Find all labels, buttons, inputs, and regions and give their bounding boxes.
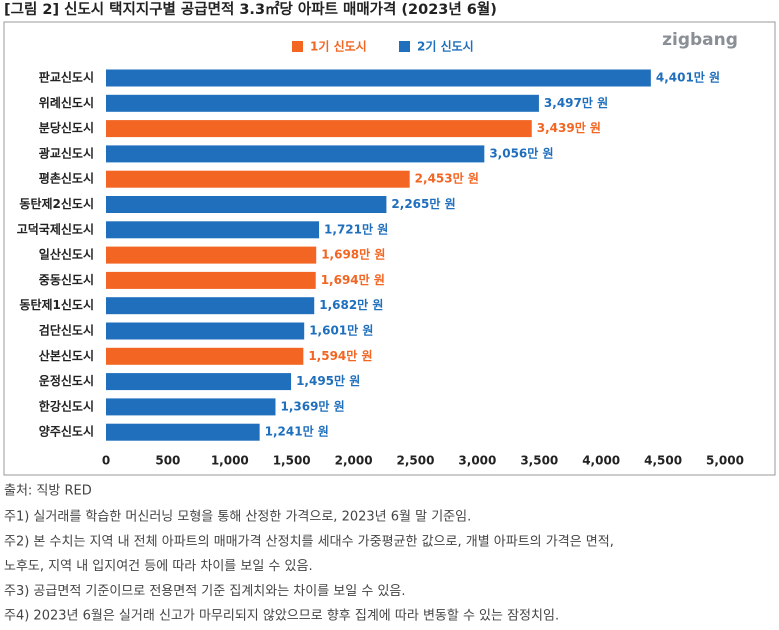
x-tick-label: 3,000	[458, 454, 496, 468]
bar	[106, 170, 410, 188]
legend-label: 1기 신도시	[310, 39, 367, 54]
bar	[106, 145, 485, 163]
value-label: 3,497만 원	[544, 95, 608, 110]
value-label: 1,594만 원	[308, 348, 372, 363]
y-tick-label: 광교신도시	[39, 145, 94, 160]
chart-title: [그림 2] 신도시 택지지구별 공급면적 3.3㎡당 아파트 매매가격 (20…	[4, 0, 497, 18]
y-tick-label: 동탄제2신도시	[19, 196, 94, 211]
bar	[106, 271, 316, 289]
note: 주3) 공급면적 기준이므로 전용면적 기준 집계치와는 차이를 보일 수 있음…	[4, 584, 406, 599]
note: 노후도, 지역 내 입지여건 등에 따라 차이를 보일 수 있음.	[4, 559, 313, 574]
y-tick-label: 분당신도시	[39, 120, 94, 135]
value-label: 1,241만 원	[265, 424, 329, 439]
bar	[106, 423, 260, 441]
y-tick-label: 양주신도시	[39, 424, 94, 439]
y-tick-label: 동탄제1신도시	[19, 297, 94, 312]
x-tick-label: 5,000	[706, 454, 744, 468]
legend-swatch	[399, 41, 410, 52]
bar	[106, 94, 539, 112]
bar	[106, 398, 276, 416]
bar	[106, 120, 532, 138]
value-label: 3,439만 원	[537, 120, 601, 135]
bar	[106, 246, 317, 264]
y-tick-label: 운정신도시	[39, 373, 94, 388]
bar	[106, 69, 651, 87]
bar	[106, 322, 305, 340]
bar	[106, 347, 304, 365]
y-tick-label: 판교신도시	[39, 70, 94, 85]
legend-label: 2기 신도시	[417, 39, 474, 54]
bar	[106, 297, 315, 315]
y-tick-label: 한강신도시	[39, 398, 94, 413]
value-label: 4,401만 원	[656, 70, 720, 85]
note: 주2) 본 수치는 지역 내 전체 아파트의 매매가격 산정치를 세대수 가중평…	[4, 534, 614, 549]
bar	[106, 373, 292, 391]
value-label: 2,453만 원	[415, 171, 479, 186]
value-label: 3,056만 원	[489, 145, 553, 160]
x-tick-label: 2,500	[397, 454, 435, 468]
legend-swatch	[292, 41, 303, 52]
y-tick-label: 위례신도시	[39, 95, 94, 110]
y-tick-label: 산본신도시	[39, 348, 94, 363]
value-label: 1,721만 원	[324, 221, 388, 236]
y-tick-label: 중동신도시	[39, 272, 94, 287]
x-tick-label: 1,500	[273, 454, 311, 468]
value-label: 1,369만 원	[280, 398, 344, 413]
value-label: 1,698만 원	[321, 247, 385, 262]
x-tick-label: 4,000	[582, 454, 620, 468]
x-tick-label: 4,500	[644, 454, 682, 468]
value-label: 2,265만 원	[391, 196, 455, 211]
y-tick-label: 검단신도시	[39, 323, 94, 338]
bar	[106, 196, 387, 213]
x-tick-label: 2,000	[335, 454, 373, 468]
note: 주1) 실거래를 학습한 머신러닝 모형을 통해 산정한 가격으로, 2023년…	[4, 510, 471, 525]
value-label: 1,694만 원	[321, 272, 385, 287]
x-tick-label: 0	[102, 454, 110, 468]
x-tick-label: 3,500	[520, 454, 558, 468]
value-label: 1,682만 원	[319, 297, 383, 312]
y-tick-label: 일산신도시	[39, 247, 94, 262]
x-tick-label: 1,000	[211, 454, 249, 468]
note: 주4) 2023년 6월은 실거래 신고가 마무리되지 않았으므로 향후 집계에…	[4, 609, 559, 624]
logo: zigbang	[662, 30, 738, 50]
source: 출처: 직방 RED	[4, 484, 92, 499]
value-label: 1,601만 원	[309, 323, 373, 338]
x-tick-label: 500	[155, 454, 180, 468]
y-tick-label: 고덕국제신도시	[17, 221, 94, 236]
bar	[106, 221, 320, 239]
value-label: 1,495만 원	[296, 373, 360, 388]
y-tick-label: 평촌신도시	[39, 171, 94, 186]
